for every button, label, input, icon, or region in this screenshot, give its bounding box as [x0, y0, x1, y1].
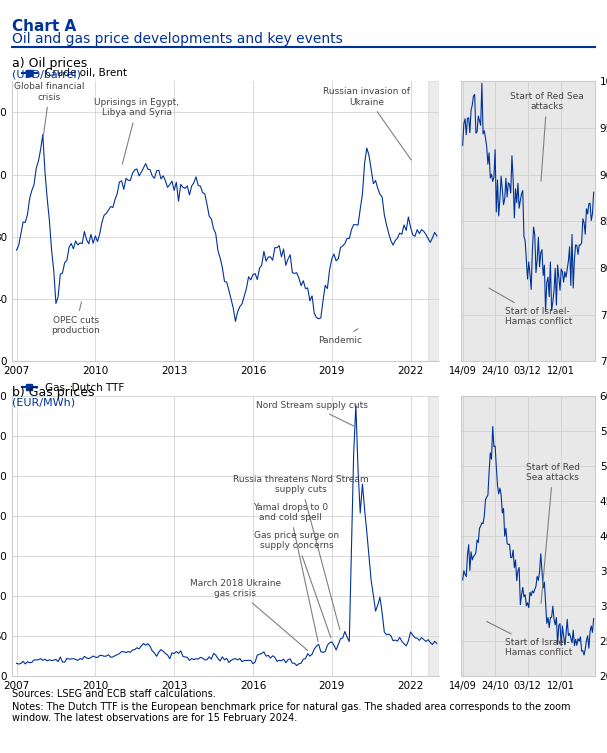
Legend: Crude oil, Brent: Crude oil, Brent	[18, 64, 132, 82]
Text: Uprisings in Egypt,
Libya and Syria: Uprisings in Egypt, Libya and Syria	[95, 98, 180, 164]
Text: Start of Red
Sea attacks: Start of Red Sea attacks	[526, 463, 580, 603]
Text: Notes: The Dutch TTF is the European benchmark price for natural gas. The shaded: Notes: The Dutch TTF is the European ben…	[12, 702, 571, 724]
Text: Russia threatens Nord Stream
supply cuts: Russia threatens Nord Stream supply cuts	[233, 474, 369, 630]
Text: Russian invasion of
Ukraine: Russian invasion of Ukraine	[324, 87, 411, 160]
Bar	[428, 396, 439, 676]
Text: Nord Stream supply cuts: Nord Stream supply cuts	[256, 401, 368, 427]
Bar	[428, 81, 439, 361]
Text: a) Oil prices: a) Oil prices	[12, 57, 87, 70]
Text: Chart A: Chart A	[12, 19, 76, 34]
Text: b) Gas prices: b) Gas prices	[12, 386, 95, 398]
Legend: Gas, Dutch TTF: Gas, Dutch TTF	[18, 379, 129, 397]
Text: Gas price surge on
supply concerns: Gas price surge on supply concerns	[254, 531, 339, 638]
Text: Start of Israel-
Hamas conflict: Start of Israel- Hamas conflict	[487, 621, 572, 657]
Text: Yamal drops to 0
and cold spell: Yamal drops to 0 and cold spell	[253, 503, 328, 642]
Text: OPEC cuts
production: OPEC cuts production	[51, 302, 100, 335]
Text: Oil and gas price developments and key events: Oil and gas price developments and key e…	[12, 32, 343, 47]
Text: Start of Red Sea
attacks: Start of Red Sea attacks	[510, 92, 584, 181]
Text: Global financial
crisis: Global financial crisis	[14, 83, 84, 138]
Text: (EUR/MWh): (EUR/MWh)	[12, 398, 75, 407]
Text: Sources: LSEG and ECB staff calculations.: Sources: LSEG and ECB staff calculations…	[12, 689, 216, 699]
Text: March 2018 Ukraine
gas crisis: March 2018 Ukraine gas crisis	[190, 579, 308, 651]
Text: Start of Israel-
Hamas conflict: Start of Israel- Hamas conflict	[489, 288, 572, 326]
Text: Pandemic: Pandemic	[319, 329, 362, 345]
Text: (USD/barrel): (USD/barrel)	[12, 69, 81, 79]
